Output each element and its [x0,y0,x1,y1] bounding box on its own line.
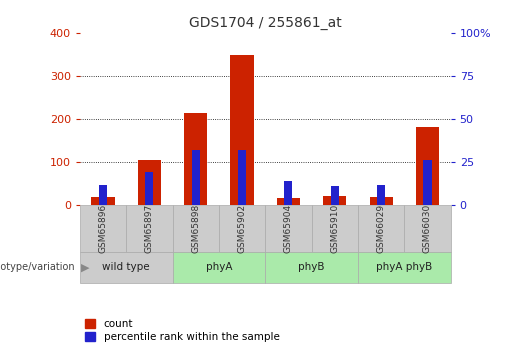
Bar [323,196,346,205]
Text: ▶: ▶ [81,263,90,272]
Bar [416,127,439,205]
Bar [99,185,107,205]
Text: GSM65904: GSM65904 [284,204,293,253]
Legend: count, percentile rank within the sample: count, percentile rank within the sample [85,319,280,342]
Bar [423,160,432,205]
Text: phyA phyB: phyA phyB [376,263,433,272]
Text: GSM66029: GSM66029 [376,204,386,253]
Bar [369,197,392,205]
Text: GSM65910: GSM65910 [330,204,339,253]
Text: GSM66030: GSM66030 [423,204,432,253]
Text: phyB: phyB [298,263,325,272]
Text: GSM65896: GSM65896 [98,204,108,253]
Bar [284,181,293,205]
Text: GSM65902: GSM65902 [237,204,247,253]
Bar [377,185,385,205]
Text: GSM65897: GSM65897 [145,204,154,253]
Bar [92,197,114,205]
Text: genotype/variation: genotype/variation [0,263,75,272]
Bar [277,197,300,205]
Bar [145,172,153,205]
Text: GSM65898: GSM65898 [191,204,200,253]
Text: phyA: phyA [205,263,232,272]
Text: wild type: wild type [102,263,150,272]
Bar [192,150,200,205]
Bar [231,55,253,205]
Bar [238,150,246,205]
Title: GDS1704 / 255861_at: GDS1704 / 255861_at [189,16,341,30]
Bar [331,186,339,205]
Bar [184,112,207,205]
Bar [138,160,161,205]
